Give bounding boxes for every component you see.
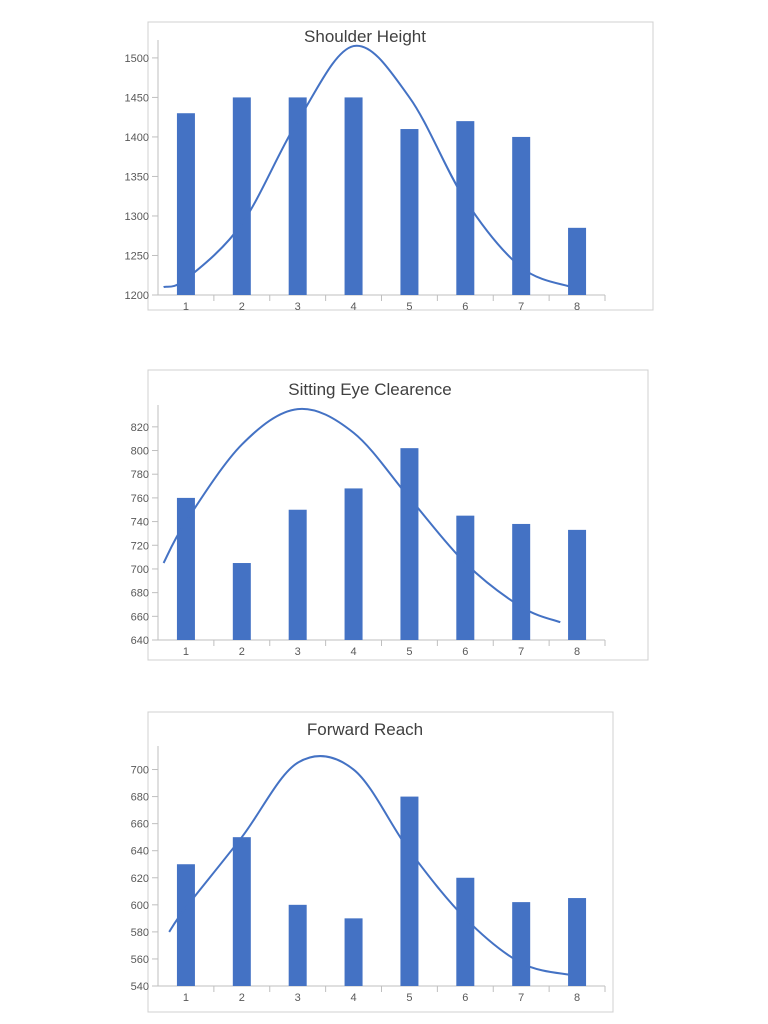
bar-6 [456, 121, 475, 296]
x-tick-label: 6 [462, 992, 468, 1004]
y-tick-label: 580 [131, 927, 149, 939]
chart-svg-forward-reach: Forward Reach 540 560 580 600 620 640 660 680 70… [131, 711, 614, 1013]
bar-7 [512, 523, 531, 640]
bar-4 [344, 488, 363, 640]
x-tick-label: 2 [239, 301, 245, 313]
x-tick-label: 2 [239, 646, 245, 658]
y-tick-label: 660 [131, 611, 149, 623]
x-tick-label: 6 [462, 301, 468, 313]
chart-title: Shoulder Height [304, 27, 426, 46]
x-tick-label: 8 [574, 646, 580, 658]
x-tick-label: 1 [183, 301, 189, 313]
x-tick-label: 3 [295, 646, 301, 658]
bar-2 [232, 563, 251, 640]
bar-2 [232, 837, 251, 986]
chart-svg-shoulder-height: Shoulder Height 1200 1250 1300 1350 1400 1450… [125, 21, 654, 313]
bar-6 [456, 515, 475, 640]
y-tick-label: 1200 [125, 290, 149, 302]
bar-3 [288, 509, 307, 640]
chart-svg-sitting-eye-clearence: Sitting Eye Clearence 640 660 680 700 720 740… [131, 369, 649, 661]
y-tick-label: 1250 [125, 250, 149, 262]
chart-title: Forward Reach [307, 720, 423, 739]
x-tick-label: 7 [518, 646, 524, 658]
bar-4 [344, 918, 363, 986]
x-tick-label: 7 [518, 301, 524, 313]
bar-1 [176, 864, 195, 986]
y-tick-label: 720 [131, 540, 149, 552]
x-tick-label: 1 [183, 646, 189, 658]
bar-4 [344, 97, 363, 295]
y-tick-label: 1500 [125, 53, 149, 65]
y-tick-label: 1400 [125, 132, 149, 144]
y-tick-label: 660 [131, 819, 149, 831]
y-tick-label: 700 [131, 765, 149, 777]
y-tick-label: 1300 [125, 211, 149, 223]
y-tick-label: 1450 [125, 92, 149, 104]
y-tick-label: 560 [131, 954, 149, 966]
bar-1 [176, 497, 195, 640]
bar-7 [512, 902, 531, 986]
chart-forward-reach: Forward Reach 540 560 580 600 620 640 660 680 70… [110, 708, 650, 1018]
y-tick-label: 680 [131, 588, 149, 600]
x-tick-label: 4 [351, 646, 357, 658]
y-tick-label: 680 [131, 792, 149, 804]
x-tick-label: 4 [351, 992, 357, 1004]
chart-frame [147, 711, 614, 1013]
y-tick-label: 1350 [125, 171, 149, 183]
bar-5 [400, 129, 419, 295]
curve-line [162, 407, 561, 624]
bar-5 [400, 796, 419, 986]
y-tick-label: 800 [131, 446, 149, 458]
x-tick-label: 5 [406, 992, 412, 1004]
curve-line [168, 755, 572, 977]
x-tick-label: 5 [406, 301, 412, 313]
chart-shoulder-height: Shoulder Height 1200 1250 1300 1350 1400 1450… [110, 10, 654, 320]
y-tick-label: 600 [131, 900, 149, 912]
y-tick-label: 760 [131, 493, 149, 505]
bar-3 [288, 904, 307, 986]
x-tick-label: 6 [462, 646, 468, 658]
bar-8 [568, 529, 587, 640]
x-tick-label: 1 [183, 992, 189, 1004]
bar-8 [568, 227, 587, 295]
bar-8 [568, 898, 587, 986]
x-tick-label: 8 [574, 301, 580, 313]
y-tick-label: 640 [131, 635, 149, 647]
bar-3 [288, 97, 307, 295]
chart-title: Sitting Eye Clearence [288, 380, 451, 399]
bar-2 [232, 97, 251, 295]
x-tick-label: 7 [518, 992, 524, 1004]
x-tick-label: 3 [295, 301, 301, 313]
curve-line [163, 44, 572, 289]
x-tick-label: 5 [406, 646, 412, 658]
y-tick-label: 620 [131, 873, 149, 885]
bar-5 [400, 448, 419, 640]
x-tick-label: 2 [239, 992, 245, 1004]
y-tick-label: 540 [131, 981, 149, 993]
x-tick-label: 3 [295, 992, 301, 1004]
x-tick-label: 8 [574, 992, 580, 1004]
chart-frame [147, 21, 654, 311]
chart-sitting-eye-clearence: Sitting Eye Clearence 640 660 680 700 720 740… [110, 360, 650, 670]
y-tick-label: 780 [131, 469, 149, 481]
chart-frame [147, 369, 649, 661]
y-tick-label: 740 [131, 517, 149, 529]
bar-1 [176, 113, 195, 296]
y-tick-label: 820 [131, 422, 149, 434]
bar-6 [456, 877, 475, 986]
y-tick-label: 700 [131, 564, 149, 576]
y-tick-label: 640 [131, 846, 149, 858]
x-tick-label: 4 [351, 301, 357, 313]
bar-7 [512, 136, 531, 295]
